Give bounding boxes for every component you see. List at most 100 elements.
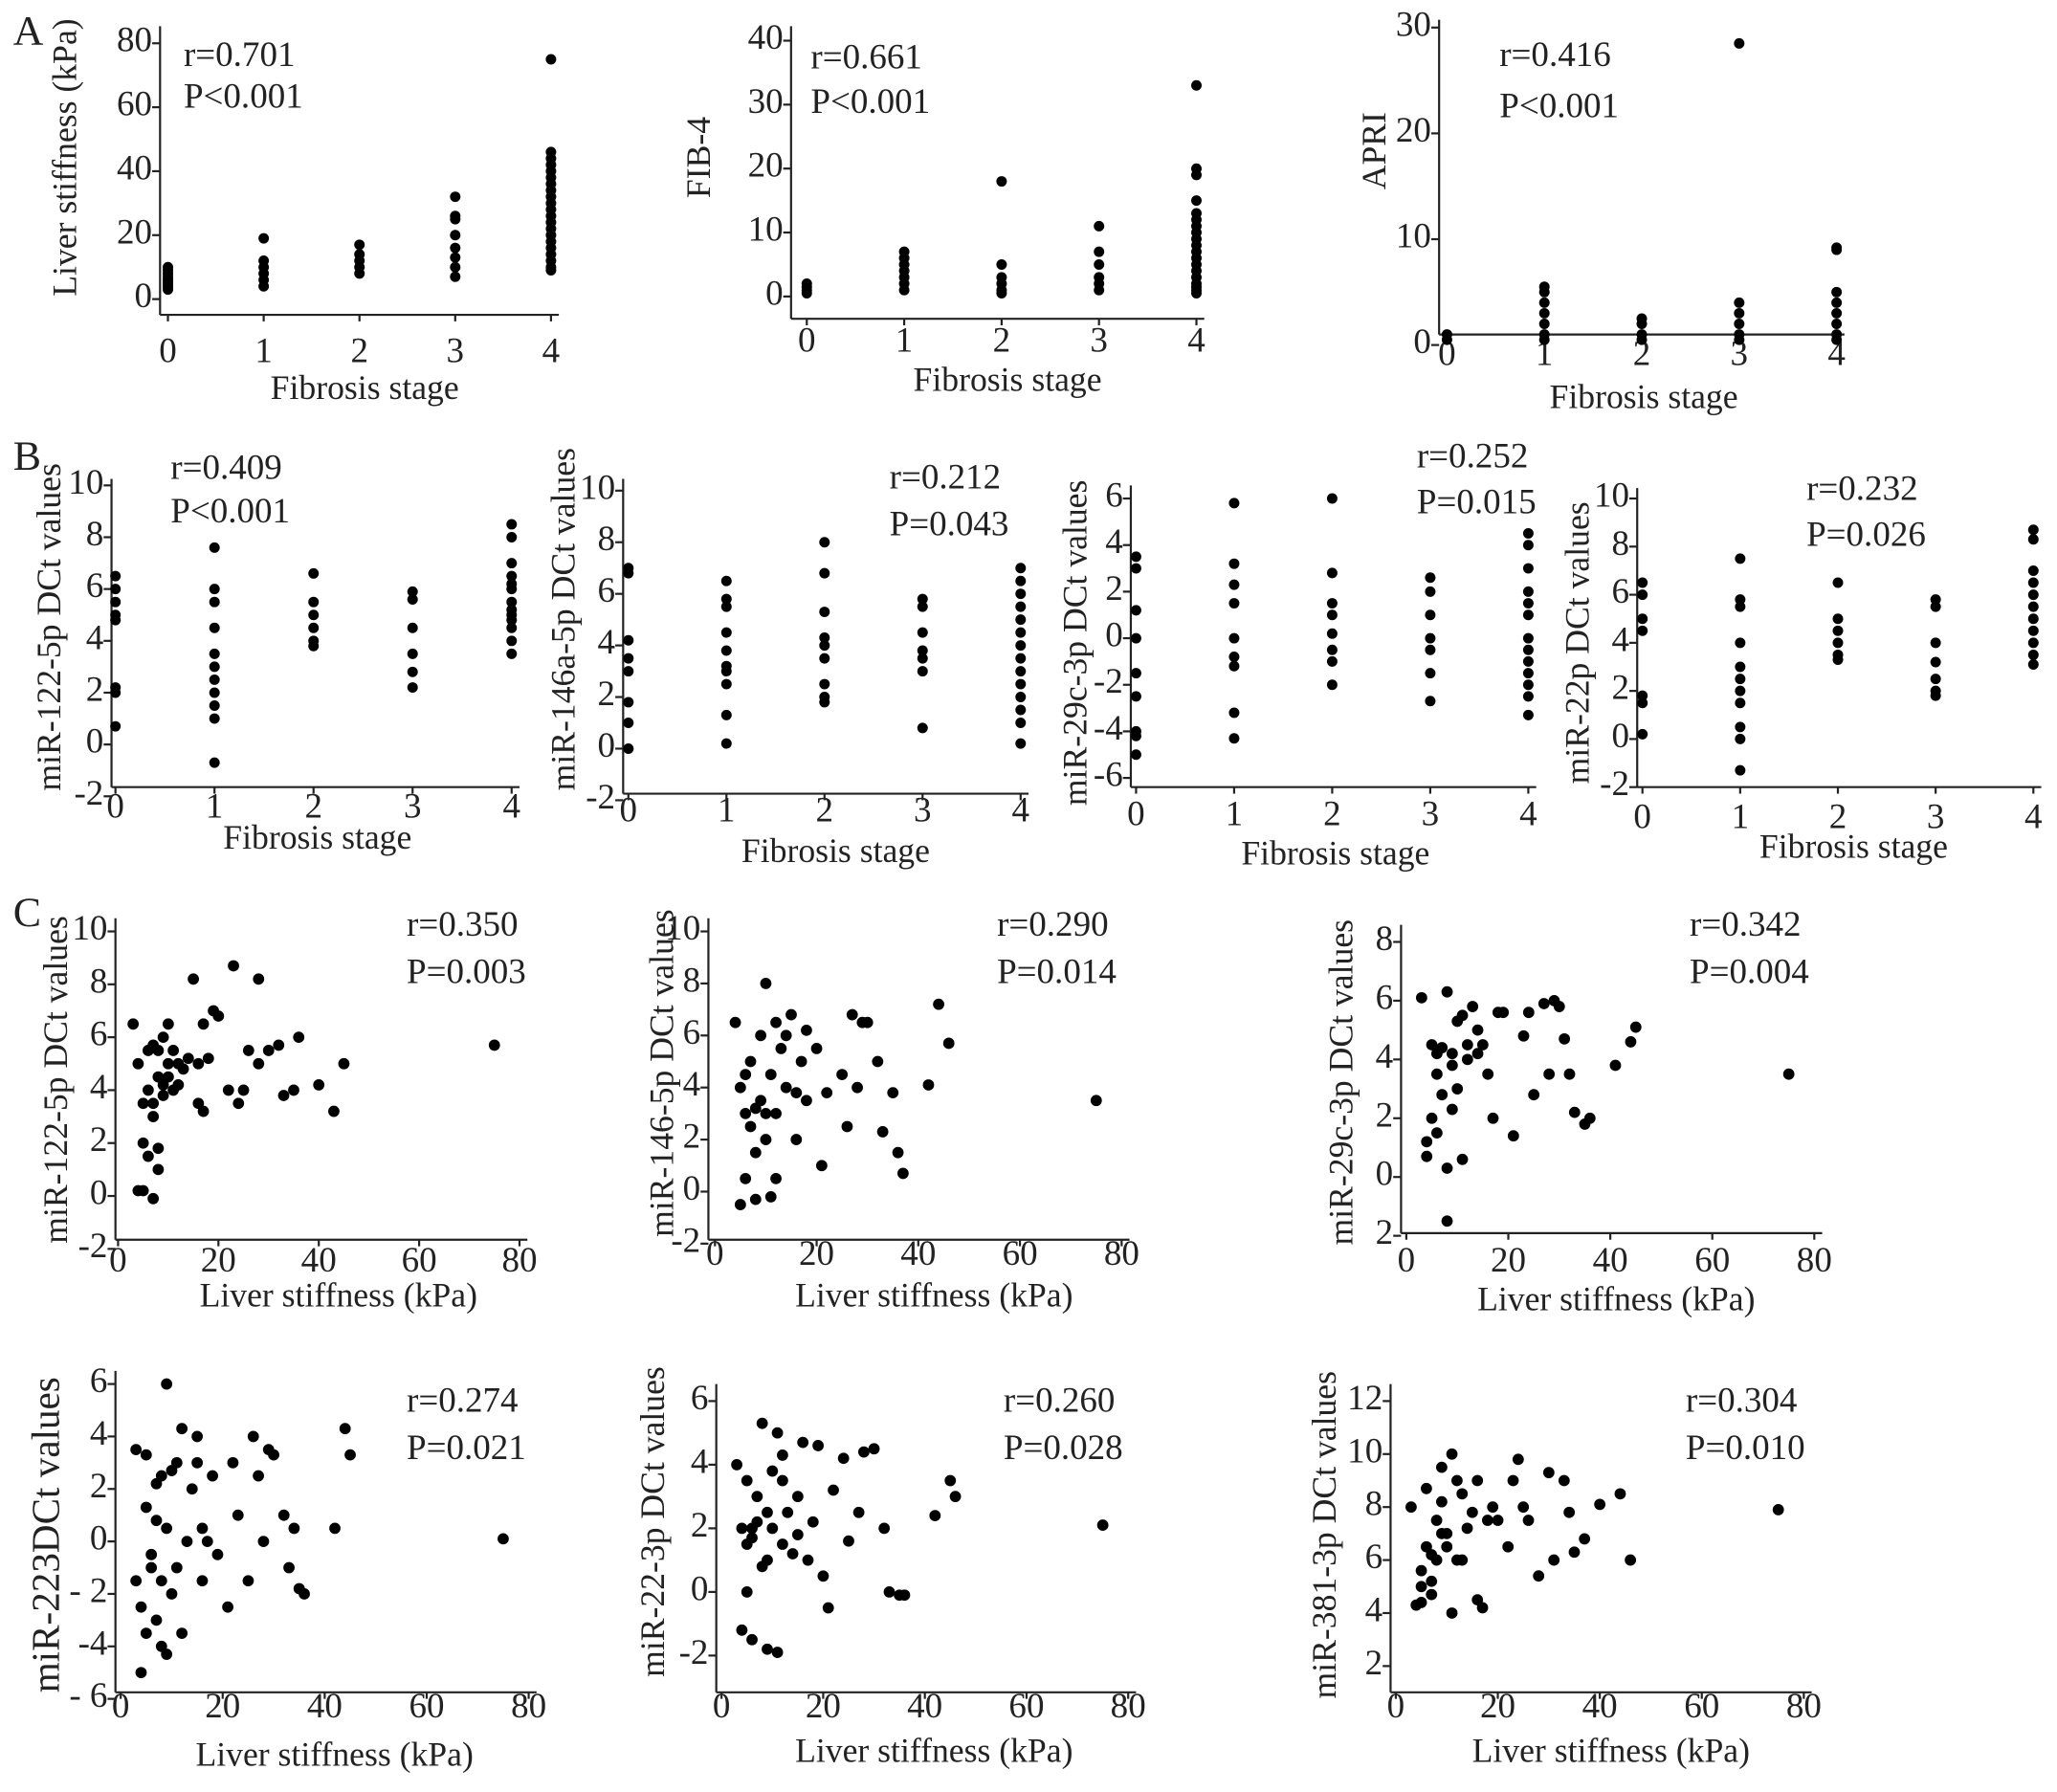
- x-tick-label: 80: [1111, 1687, 1146, 1726]
- data-point: [1522, 644, 1534, 655]
- y-tick-label: 2: [1376, 1095, 1394, 1135]
- data-point: [801, 278, 812, 289]
- y-tick-label: 10: [748, 210, 784, 250]
- data-point: [1930, 594, 1941, 606]
- data-point: [1446, 1048, 1458, 1060]
- data-point: [1734, 319, 1745, 329]
- data-point: [209, 687, 220, 698]
- data-point: [1425, 572, 1436, 584]
- x-tick-label: 0: [106, 787, 124, 827]
- x-axis-label: Fibrosis stage: [741, 831, 930, 870]
- y-tick-label: 6: [1611, 572, 1629, 611]
- data-point: [1553, 1001, 1565, 1012]
- data-point: [887, 1087, 899, 1099]
- data-point: [140, 1449, 152, 1461]
- data-point: [162, 1018, 174, 1030]
- data-point: [740, 1069, 752, 1080]
- data-point: [802, 1554, 814, 1566]
- data-point: [1831, 307, 1843, 319]
- data-point: [135, 1667, 147, 1679]
- x-tick-label: 80: [1104, 1234, 1139, 1273]
- data-point: [777, 1449, 788, 1461]
- data-point: [762, 1554, 773, 1566]
- data-point: [944, 1474, 957, 1487]
- data-point: [450, 261, 461, 273]
- data-point: [917, 645, 928, 656]
- data-point: [1467, 1001, 1479, 1012]
- x-tick-label: 1: [206, 787, 224, 827]
- x-tick-label: 3: [404, 787, 422, 827]
- data-point: [1735, 721, 1746, 733]
- data-point: [188, 973, 199, 985]
- data-point: [740, 1172, 752, 1184]
- y-tick-label: 0: [691, 1569, 709, 1608]
- data-point: [1326, 628, 1338, 639]
- data-point: [841, 1120, 853, 1133]
- data-point: [407, 622, 418, 633]
- data-point: [777, 1538, 788, 1550]
- data-point: [868, 1443, 880, 1455]
- data-point: [846, 1008, 858, 1021]
- data-point: [1487, 1112, 1499, 1124]
- y-tick-label: 2: [90, 1120, 108, 1160]
- data-point: [1563, 1068, 1576, 1080]
- p-value: P=0.015: [1417, 482, 1537, 521]
- data-point: [506, 570, 518, 582]
- data-point: [1522, 709, 1534, 720]
- y-tick-label: 8: [1376, 919, 1394, 959]
- y-tick-label: -6: [1094, 756, 1123, 795]
- correlation-r: r=0.260: [1004, 1382, 1116, 1421]
- data-point: [1930, 690, 1941, 701]
- data-point: [1130, 632, 1141, 644]
- x-axis-label: Fibrosis stage: [223, 818, 411, 856]
- y-tick-label: 0: [1105, 616, 1123, 655]
- correlation-r: r=0.274: [407, 1382, 519, 1421]
- x-tick-label: 0: [620, 791, 638, 830]
- y-tick-label: -4: [78, 1624, 108, 1663]
- data-point: [1426, 1549, 1438, 1560]
- data-point: [1228, 652, 1240, 663]
- y-tick-label: -2: [74, 774, 103, 813]
- data-point: [762, 1643, 773, 1655]
- y-tick-label: 30: [1396, 5, 1431, 44]
- data-point: [623, 697, 634, 708]
- data-point: [329, 1522, 341, 1535]
- data-point: [1015, 640, 1027, 652]
- x-tick-label: 40: [1593, 1241, 1628, 1280]
- x-tick-label: 0: [109, 1241, 127, 1280]
- data-point: [328, 1105, 340, 1117]
- data-point: [1543, 1068, 1556, 1080]
- y-axis-label: miR-381-3p DCt values: [1305, 1371, 1343, 1699]
- x-tick-label: 20: [806, 1687, 841, 1726]
- data-point: [1538, 329, 1550, 341]
- data-point: [1461, 1039, 1473, 1051]
- data-point: [749, 1193, 762, 1206]
- data-point: [191, 1430, 204, 1443]
- data-point: [1130, 563, 1141, 574]
- y-tick-label: 2: [683, 1117, 701, 1157]
- y-tick-label: 2: [691, 1506, 709, 1545]
- data-point: [1130, 691, 1141, 702]
- data-point: [209, 622, 220, 633]
- x-tick-label: 40: [1582, 1687, 1618, 1726]
- x-tick-label: 3: [447, 332, 465, 371]
- x-tick-label: 60: [1694, 1241, 1730, 1280]
- data-point: [299, 1588, 310, 1600]
- data-point: [222, 1601, 233, 1613]
- y-axis-label: miR-29c-3p DCt values: [1322, 919, 1360, 1246]
- data-point: [852, 1506, 865, 1518]
- data-point: [209, 596, 220, 608]
- data-point: [1096, 1519, 1109, 1531]
- data-point: [1015, 614, 1027, 626]
- data-point: [1426, 1588, 1438, 1601]
- data-point: [140, 1501, 152, 1514]
- correlation-r: r=0.661: [810, 38, 922, 77]
- data-point: [1426, 1039, 1438, 1051]
- y-tick-label: -2: [1094, 662, 1123, 701]
- data-point: [288, 1084, 299, 1096]
- data-point: [1461, 1522, 1473, 1535]
